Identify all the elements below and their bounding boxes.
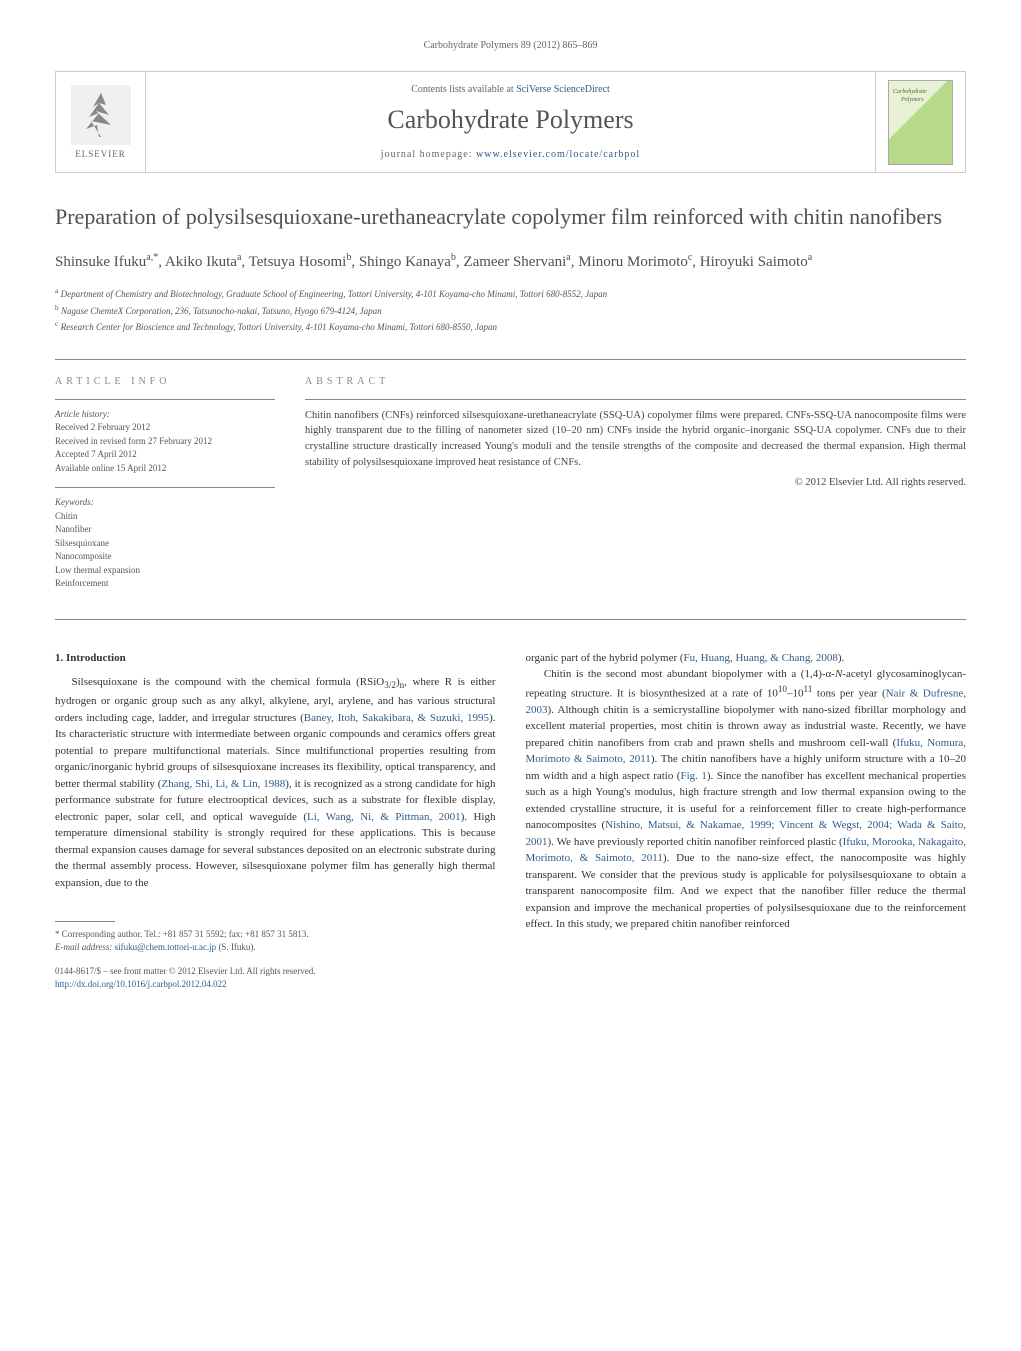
- elsevier-logo: ELSEVIER: [56, 72, 146, 172]
- keyword: Silsesquioxane: [55, 537, 275, 551]
- email-suffix: (S. Ifuku).: [216, 942, 256, 952]
- ref-link[interactable]: Ifuku, Morooka, Nakagaito, Morimoto, & S…: [526, 836, 967, 865]
- keywords-label: Keywords:: [55, 496, 275, 510]
- ref-link[interactable]: Ifuku, Nomura, Morimoto & Saimoto, 2011: [526, 737, 967, 766]
- affiliation-c: c Research Center for Bioscience and Tec…: [55, 318, 966, 335]
- article-title: Preparation of polysilsesquioxane-uretha…: [55, 203, 966, 232]
- page: Carbohydrate Polymers 89 (2012) 865–869 …: [0, 0, 1021, 1030]
- svg-text:Carbohydrate: Carbohydrate: [893, 89, 927, 95]
- keyword: Low thermal expansion: [55, 564, 275, 578]
- doi-line: http://dx.doi.org/10.1016/j.carbpol.2012…: [55, 978, 496, 991]
- email-link[interactable]: sifuku@chem.tottori-u.ac.jp: [115, 942, 217, 952]
- abstract-column: ABSTRACT Chitin nanofibers (CNFs) reinfo…: [305, 376, 966, 603]
- footnote-text: * Corresponding author. Tel.: +81 857 31…: [55, 928, 496, 941]
- contents-prefix: Contents lists available at: [411, 84, 516, 95]
- abstract-copyright: © 2012 Elsevier Ltd. All rights reserved…: [305, 477, 966, 488]
- article-history: Article history: Received 2 February 201…: [55, 408, 275, 476]
- body-paragraph-1: Silsesquioxane is the compound with the …: [55, 674, 496, 891]
- journal-homepage: journal homepage: www.elsevier.com/locat…: [158, 149, 863, 160]
- ref-link[interactable]: Nair & Dufresne, 2003: [526, 687, 967, 716]
- cover-thumbnail: Carbohydrate Polymers: [888, 80, 953, 165]
- svg-text:Polymers: Polymers: [900, 97, 924, 103]
- abstract-header: ABSTRACT: [305, 376, 966, 387]
- keywords-list: Chitin Nanofiber Silsesquioxane Nanocomp…: [55, 510, 275, 591]
- body-col-left: 1. Introduction Silsesquioxane is the co…: [55, 650, 496, 991]
- info-abstract-row: ARTICLE INFO Article history: Received 2…: [55, 359, 966, 620]
- corresponding-author-footnote: * Corresponding author. Tel.: +81 857 31…: [55, 928, 496, 953]
- section-1-heading: 1. Introduction: [55, 650, 496, 667]
- sciencedirect-link[interactable]: SciVerse ScienceDirect: [516, 84, 610, 95]
- elsevier-text: ELSEVIER: [75, 149, 126, 159]
- homepage-prefix: journal homepage:: [381, 149, 476, 160]
- history-online: Available online 15 April 2012: [55, 462, 275, 476]
- journal-cover: Carbohydrate Polymers: [875, 72, 965, 172]
- ref-link[interactable]: Fig. 1: [680, 770, 706, 782]
- journal-center: Contents lists available at SciVerse Sci…: [146, 72, 875, 172]
- article-info: ARTICLE INFO Article history: Received 2…: [55, 376, 275, 603]
- homepage-link[interactable]: www.elsevier.com/locate/carbpol: [476, 149, 640, 160]
- ref-link[interactable]: Li, Wang, Ni, & Pittman, 2001: [307, 811, 461, 823]
- history-received: Received 2 February 2012: [55, 421, 275, 435]
- keyword: Nanocomposite: [55, 550, 275, 564]
- journal-header-box: ELSEVIER Contents lists available at Sci…: [55, 71, 966, 173]
- contents-line: Contents lists available at SciVerse Sci…: [158, 84, 863, 95]
- ref-link[interactable]: Fu, Huang, Huang, & Chang, 2008: [684, 652, 838, 664]
- doi-link[interactable]: http://dx.doi.org/10.1016/j.carbpol.2012…: [55, 979, 227, 989]
- history-revised: Received in revised form 27 February 201…: [55, 435, 275, 449]
- body-columns: 1. Introduction Silsesquioxane is the co…: [55, 650, 966, 991]
- keyword: Reinforcement: [55, 577, 275, 591]
- affiliation-a: a Department of Chemistry and Biotechnol…: [55, 285, 966, 302]
- running-header: Carbohydrate Polymers 89 (2012) 865–869: [55, 40, 966, 51]
- body-paragraph-2: organic part of the hybrid polymer (Fu, …: [526, 650, 967, 933]
- affiliations: a Department of Chemistry and Biotechnol…: [55, 285, 966, 335]
- authors: Shinsuke Ifukua,*, Akiko Ikutaa, Tetsuya…: [55, 250, 966, 274]
- history-accepted: Accepted 7 April 2012: [55, 448, 275, 462]
- keywords-block: Keywords: Chitin Nanofiber Silsesquioxan…: [55, 496, 275, 591]
- body-col-right: organic part of the hybrid polymer (Fu, …: [526, 650, 967, 991]
- email-label: E-mail address:: [55, 942, 115, 952]
- ref-link[interactable]: Zhang, Shi, Li, & Lin, 1988: [161, 778, 285, 790]
- keyword: Chitin: [55, 510, 275, 524]
- journal-name: Carbohydrate Polymers: [158, 105, 863, 135]
- abstract-text: Chitin nanofibers (CNFs) reinforced sils…: [305, 408, 966, 471]
- keyword: Nanofiber: [55, 523, 275, 537]
- article-info-header: ARTICLE INFO: [55, 376, 275, 387]
- front-matter-line: 0144-8617/$ – see front matter © 2012 El…: [55, 965, 496, 978]
- ref-link[interactable]: Baney, Itoh, Sakakibara, & Suzuki, 1995: [304, 712, 489, 724]
- affiliation-b: b Nagase ChemteX Corporation, 236, Tatsu…: [55, 302, 966, 319]
- history-label: Article history:: [55, 408, 275, 422]
- footnote-rule: [55, 921, 115, 922]
- elsevier-tree-icon: [71, 85, 131, 145]
